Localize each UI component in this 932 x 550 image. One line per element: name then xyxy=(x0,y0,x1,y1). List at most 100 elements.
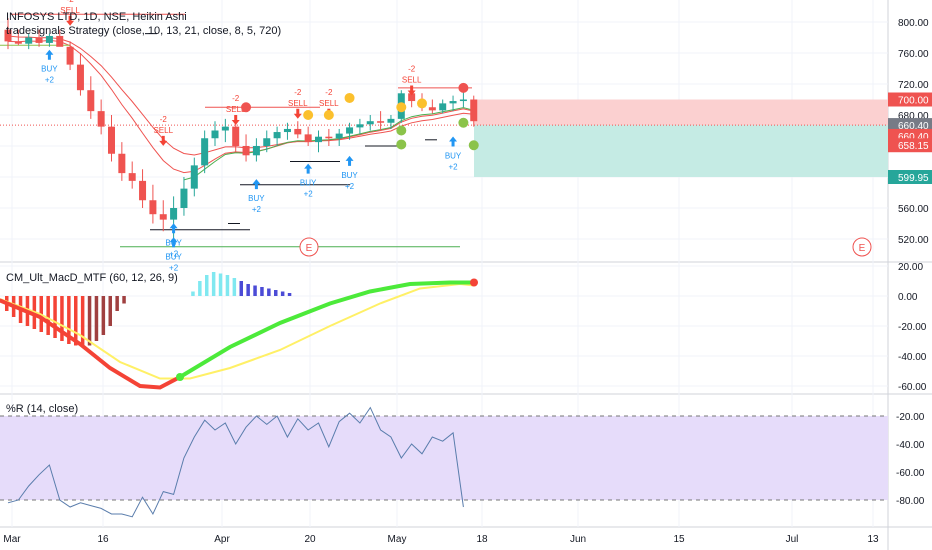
buy-arrow xyxy=(45,49,54,60)
earnings-marker xyxy=(852,237,872,257)
macd-histogram-bar xyxy=(287,293,292,296)
candle-body xyxy=(439,103,447,111)
macd-histogram-bar xyxy=(80,296,85,347)
price-tag-label: 660.40 xyxy=(898,121,929,132)
macd-line-down xyxy=(0,298,182,390)
candle-body xyxy=(232,126,240,146)
macd-histogram-bar xyxy=(101,296,106,335)
macd-histogram-bar xyxy=(239,281,243,296)
candle-body xyxy=(346,127,354,134)
macd-signal-line xyxy=(0,282,475,380)
candle-body xyxy=(118,153,126,174)
macd-histogram-bar xyxy=(115,296,119,311)
y-tick-label: -60.00 xyxy=(898,382,927,393)
williams-r-panel xyxy=(0,406,888,518)
macd-histogram-bar xyxy=(260,287,264,296)
candle-body xyxy=(211,130,219,139)
ema-slow-line xyxy=(7,35,474,156)
take-profit-zone xyxy=(474,125,888,177)
y-tick-label: 20.00 xyxy=(898,262,923,273)
macd-histogram-bar xyxy=(253,285,257,296)
candle-body xyxy=(315,136,322,143)
candle-body xyxy=(170,208,178,220)
candle-body xyxy=(459,99,467,102)
macd-histogram-bar xyxy=(274,290,278,296)
signal-dot xyxy=(396,139,407,150)
support-levels xyxy=(0,13,472,248)
sell-label: SELL xyxy=(60,6,80,15)
symbol-title: INFOSYS LTD, 1D, NSE, Heikin Ashi xyxy=(6,11,187,23)
candle-body xyxy=(428,107,436,111)
trade-zones xyxy=(0,99,888,177)
signal-dot xyxy=(241,102,252,113)
candle-body xyxy=(201,138,209,166)
macd-line-up xyxy=(178,280,476,379)
candle-body xyxy=(335,133,343,139)
buy-label: BUY xyxy=(248,194,265,203)
macd-histogram-bar xyxy=(108,296,112,326)
macd-cross-dot xyxy=(470,278,478,287)
wr-label: %R (14, close) xyxy=(6,403,79,415)
signal-dot xyxy=(417,98,427,109)
y-tick-label: 680.00 xyxy=(898,111,929,122)
x-tick-label: 13 xyxy=(867,534,879,545)
x-tick-label: Jun xyxy=(570,534,586,545)
buy-arrow xyxy=(169,237,178,248)
macd-histogram-bar xyxy=(232,278,237,296)
sell-qty: -2 xyxy=(294,88,302,97)
y-tick-label: 800.00 xyxy=(898,18,929,29)
candle-body xyxy=(76,64,84,91)
candle-body xyxy=(4,29,12,42)
macd-histogram-bar xyxy=(53,296,57,338)
x-tick-label: Mar xyxy=(3,534,21,545)
y-tick-label: 520.00 xyxy=(898,235,929,246)
sell-arrow xyxy=(159,135,168,146)
buy-qty: +2 xyxy=(169,263,179,272)
sell-label: SELL xyxy=(319,99,339,108)
candle-body xyxy=(87,90,95,112)
grid-lines xyxy=(0,0,888,527)
price-tag-bg xyxy=(888,92,932,107)
candle-body xyxy=(304,134,312,143)
signal-dot xyxy=(458,117,469,128)
x-tick-label: Apr xyxy=(214,534,230,545)
signal-dot xyxy=(396,125,407,136)
buy-label: BUY xyxy=(445,152,462,161)
buy-arrow xyxy=(304,163,313,174)
candle-body xyxy=(294,128,302,135)
signal-dot xyxy=(458,82,469,93)
candle-body xyxy=(408,93,416,102)
candle-body xyxy=(45,35,53,43)
macd-histogram-bar xyxy=(191,291,195,296)
y-axis: 800.00760.00720.00680.00640.00600.00560.… xyxy=(888,18,932,507)
sell-qty: -2 xyxy=(160,115,168,124)
sell-label: SELL xyxy=(226,105,246,114)
strategy-label: tradesignals Strategy (close, 10, 13, 21… xyxy=(6,25,282,37)
candle-body xyxy=(108,126,115,154)
y-tick-label: -20.00 xyxy=(896,412,925,423)
buy-label: BUY xyxy=(300,179,317,188)
buy-label: BUY xyxy=(341,171,358,180)
candle-body xyxy=(139,180,147,201)
sell-arrow xyxy=(407,85,416,96)
y-tick-label: -60.00 xyxy=(896,468,925,479)
ema-fast-line xyxy=(7,39,474,174)
price-tag-label: 660.40 xyxy=(898,132,929,143)
x-tick-label: 16 xyxy=(97,534,109,545)
signal-dot xyxy=(323,110,334,120)
sell-qty: -2 xyxy=(67,0,75,4)
buy-label: BUY xyxy=(165,238,182,247)
x-tick-label: May xyxy=(388,534,407,545)
macd-histogram-bar xyxy=(74,296,78,346)
macd-histogram-bar xyxy=(205,275,209,296)
y-tick-label: 720.00 xyxy=(898,80,929,91)
buy-qty: +2 xyxy=(45,76,55,85)
buy-qty: +2 xyxy=(169,249,179,258)
macd-histogram-bar xyxy=(211,272,216,296)
earnings-label: E xyxy=(306,243,313,254)
sell-label: SELL xyxy=(288,99,308,108)
sell-label: SELL xyxy=(402,76,422,85)
candle-body xyxy=(35,37,43,43)
candle-body xyxy=(14,41,22,44)
